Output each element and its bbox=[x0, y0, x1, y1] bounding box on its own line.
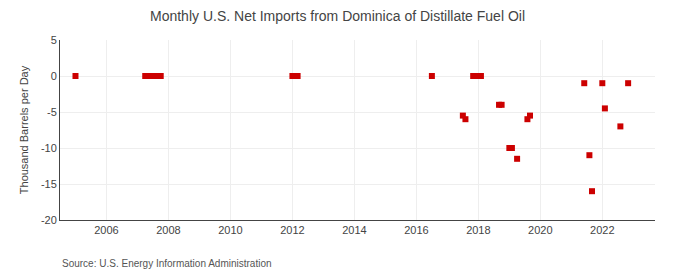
svg-text:2010: 2010 bbox=[218, 224, 242, 236]
svg-text:Thousand Barrels per Day: Thousand Barrels per Day bbox=[18, 65, 30, 194]
svg-text:2006: 2006 bbox=[94, 224, 118, 236]
svg-text:0: 0 bbox=[51, 70, 57, 82]
svg-text:Monthly U.S. Net Imports from: Monthly U.S. Net Imports from Dominica o… bbox=[150, 8, 525, 24]
svg-text:5: 5 bbox=[51, 34, 57, 46]
svg-text:2018: 2018 bbox=[466, 224, 490, 236]
svg-text:-20: -20 bbox=[41, 214, 57, 226]
svg-text:2016: 2016 bbox=[404, 224, 428, 236]
svg-text:-15: -15 bbox=[41, 178, 57, 190]
svg-text:Source: U.S. Energy Informatio: Source: U.S. Energy Information Administ… bbox=[62, 258, 272, 269]
svg-text:2014: 2014 bbox=[342, 224, 366, 236]
svg-text:2020: 2020 bbox=[528, 224, 552, 236]
svg-text:2022: 2022 bbox=[590, 224, 614, 236]
svg-text:-10: -10 bbox=[41, 142, 57, 154]
svg-text:-5: -5 bbox=[47, 106, 57, 118]
svg-text:2008: 2008 bbox=[156, 224, 180, 236]
svg-text:2012: 2012 bbox=[280, 224, 304, 236]
